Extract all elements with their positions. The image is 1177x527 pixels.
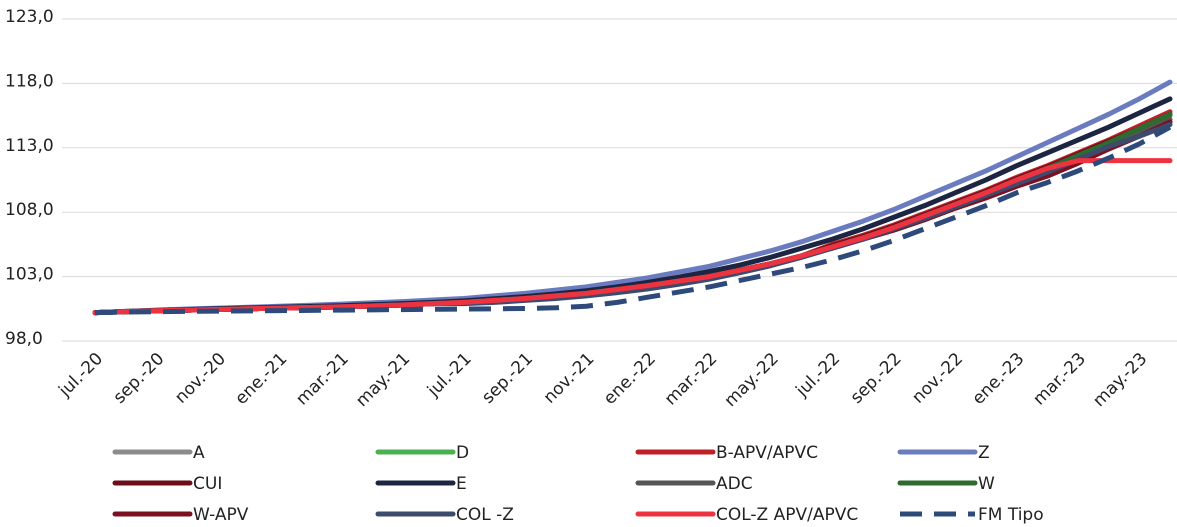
x-tick-label: nov.-20 [171, 349, 230, 408]
x-tick-label: nov.-21 [540, 349, 599, 408]
y-tick-label: 108,0 [5, 200, 54, 220]
x-tick-label: ene.-23 [968, 349, 1028, 409]
x-tick-label: nov.-22 [908, 349, 967, 408]
legend-label: COL-Z APV/APVC [716, 505, 858, 525]
x-tick-label: jul.-22 [792, 349, 845, 402]
x-tick-label: ene.-22 [600, 349, 660, 409]
y-tick-label: 118,0 [5, 71, 54, 91]
legend-label: FM Tipo [978, 505, 1044, 525]
legend-label: ADC [716, 474, 753, 494]
legend-label: W [978, 474, 995, 494]
legend-label: W-APV [193, 505, 249, 525]
legend-label: D [456, 443, 469, 463]
y-tick-label: 113,0 [5, 136, 54, 156]
y-tick-label: 103,0 [5, 265, 54, 285]
legend-label: COL -Z [456, 505, 514, 525]
legend-label: B-APV/APVC [716, 443, 818, 463]
y-tick-label: 98,0 [5, 329, 43, 349]
series-line [94, 124, 1172, 316]
legend-label: Z [978, 443, 990, 463]
x-tick-label: ene.-21 [231, 349, 291, 409]
series-line [92, 158, 1173, 316]
x-tick-label: sep.-20 [110, 349, 169, 408]
legend-label: CUI [193, 474, 222, 494]
x-tick-label: mar.-21 [292, 349, 353, 410]
x-tick-label: mar.-23 [1029, 349, 1090, 410]
x-tick-label: sep.-21 [478, 349, 537, 408]
legend-label: E [456, 474, 467, 494]
legend-label: A [193, 443, 205, 463]
x-tick-label: jul.-21 [423, 349, 476, 402]
y-tick-label: 123,0 [5, 7, 54, 27]
x-tick-label: may.-22 [721, 349, 783, 411]
x-tick-label: may.-21 [352, 349, 414, 411]
x-tick-label: mar.-22 [661, 349, 722, 410]
x-tick-label: jul.-20 [54, 349, 107, 402]
x-tick-label: sep.-22 [847, 349, 906, 408]
x-tick-label: may.-23 [1089, 349, 1151, 411]
